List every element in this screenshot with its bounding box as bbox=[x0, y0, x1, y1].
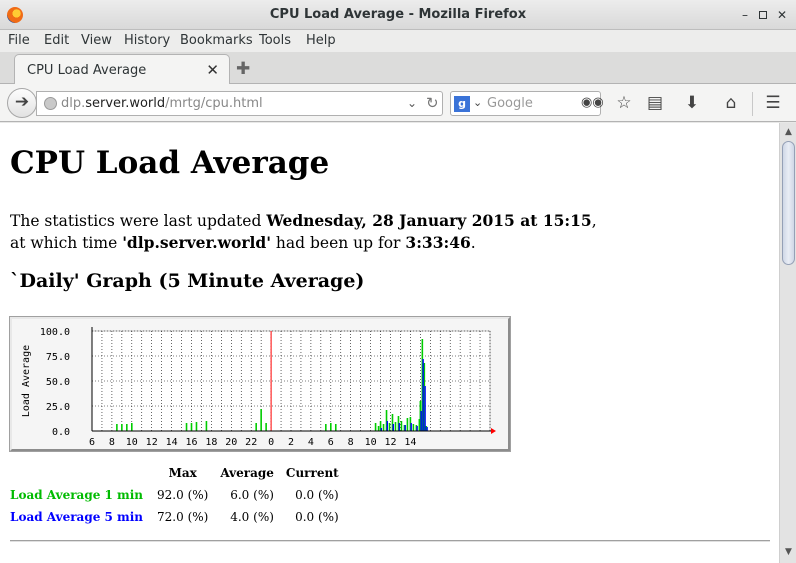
scroll-up-icon[interactable]: ▲ bbox=[785, 127, 792, 137]
x-tick-label: 16 bbox=[185, 437, 197, 448]
scroll-thumb[interactable] bbox=[782, 141, 795, 265]
menu-bookmarks[interactable]: Bookmarks bbox=[180, 33, 253, 48]
x-tick-label: 8 bbox=[109, 437, 115, 448]
menu-help[interactable]: Help bbox=[306, 33, 336, 48]
cell-current: 0.0 (%) bbox=[295, 488, 339, 502]
x-tick-label: 22 bbox=[245, 437, 257, 448]
chart-svg: 0.0 25.0 50.0 75.0 100.0 6 8 10 12 14 16 18 20 22 0 2 4 6… bbox=[21, 327, 496, 448]
stats-header-max: Max bbox=[168, 466, 197, 480]
window-title: CPU Load Average - Mozilla Firefox bbox=[269, 7, 527, 22]
x-tick-label: 12 bbox=[146, 437, 158, 448]
daily-graph: 0.0 25.0 50.0 75.0 100.0 6 8 10 12 14 16 18 20 22 0 2 4 6… bbox=[9, 316, 511, 452]
stats-header-label bbox=[10, 464, 157, 484]
menu-edit[interactable]: Edit bbox=[44, 33, 70, 48]
y-axis-label: Load Average bbox=[21, 345, 32, 417]
binoculars-icon[interactable]: ◉◉ bbox=[581, 95, 604, 110]
search-placeholder[interactable]: Google bbox=[487, 96, 533, 111]
home-icon[interactable]: ⌂ bbox=[725, 93, 737, 113]
menu-file[interactable]: File bbox=[8, 33, 30, 48]
tab-strip: CPU Load Average ✕ ✚ bbox=[0, 52, 796, 85]
page-content: CPU Load Average The statistics were las… bbox=[0, 123, 779, 563]
search-engine-icon[interactable]: g bbox=[454, 96, 470, 112]
vertical-scrollbar[interactable]: ▲ ▼ bbox=[779, 123, 796, 563]
y-tick-label: 50.0 bbox=[46, 377, 70, 388]
row-label: Load Average 1 min bbox=[10, 488, 144, 502]
row-label: Load Average 5 min bbox=[10, 510, 144, 524]
cell-current: 0.0 (%) bbox=[295, 510, 339, 524]
download-icon[interactable]: ⬇ bbox=[684, 93, 700, 113]
y-tick-label: 0.0 bbox=[52, 427, 70, 438]
x-tick-label: 6 bbox=[328, 437, 334, 448]
x-tick-label: 2 bbox=[288, 437, 294, 448]
scroll-down-icon[interactable]: ▼ bbox=[785, 547, 792, 557]
table-row: Load Average 1 min 92.0 (%) 6.0 (%) 0.0 … bbox=[10, 484, 351, 506]
x-tick-label: 0 bbox=[268, 437, 274, 448]
tab-label: CPU Load Average bbox=[27, 63, 147, 78]
globe-icon bbox=[44, 97, 57, 110]
x-tick-label: 18 bbox=[205, 437, 217, 448]
maximize-icon[interactable] bbox=[747, 6, 767, 24]
stats-header-current: Current bbox=[285, 466, 339, 480]
close-icon[interactable]: ✕ bbox=[776, 8, 788, 22]
x-tick-label: 14 bbox=[166, 437, 178, 448]
arrow-left-icon: ➔ bbox=[14, 92, 30, 112]
menu-tools[interactable]: Tools bbox=[259, 33, 292, 48]
reading-list-icon[interactable]: ▤ bbox=[646, 93, 664, 113]
x-tick-label: 20 bbox=[225, 437, 237, 448]
cell-max: 92.0 (%) bbox=[157, 488, 209, 502]
cell-max: 72.0 (%) bbox=[157, 510, 209, 524]
back-button[interactable]: ➔ bbox=[7, 88, 37, 118]
minimize-icon[interactable]: – bbox=[742, 8, 748, 22]
x-tick-label: 14 bbox=[404, 437, 416, 448]
x-tick-label: 4 bbox=[308, 437, 314, 448]
tab-cpu-load[interactable]: CPU Load Average ✕ bbox=[14, 54, 230, 85]
page-title: CPU Load Average bbox=[10, 145, 330, 181]
navigation-toolbar: dlp.server.world/mrtg/cpu.html ⌄ ↻ ➔ g ⌄… bbox=[0, 84, 796, 122]
chevron-down-icon[interactable]: ⌄ bbox=[407, 96, 418, 110]
x-tick-label: 6 bbox=[89, 437, 95, 448]
chevron-down-icon[interactable]: ⌄ bbox=[473, 96, 483, 109]
star-icon[interactable]: ☆ bbox=[616, 93, 632, 113]
firefox-icon bbox=[7, 7, 23, 23]
reload-icon[interactable]: ↻ bbox=[426, 94, 439, 112]
tab-close-icon[interactable]: ✕ bbox=[206, 61, 219, 79]
menu-history[interactable]: History bbox=[124, 33, 171, 48]
y-tick-label: 25.0 bbox=[46, 402, 70, 413]
stats-table: Max Average Current Load Average 1 min 9… bbox=[10, 464, 351, 528]
y-tick-label: 75.0 bbox=[46, 352, 70, 363]
x-tick-label: 10 bbox=[126, 437, 138, 448]
y-tick-label: 100.0 bbox=[40, 327, 70, 338]
x-tick-label: 10 bbox=[365, 437, 377, 448]
stats-header-avg: Average bbox=[220, 466, 274, 480]
menu-view[interactable]: View bbox=[81, 33, 112, 48]
cell-avg: 6.0 (%) bbox=[230, 488, 274, 502]
graph-heading: `Daily' Graph (5 Minute Average) bbox=[10, 270, 365, 292]
search-bar[interactable]: g ⌄ Google ◉◉ bbox=[450, 91, 604, 116]
new-tab-icon[interactable]: ✚ bbox=[236, 59, 251, 79]
update-info: The statistics were last updated Wednesd… bbox=[10, 211, 597, 252]
x-tick-label: 12 bbox=[384, 437, 396, 448]
url-text[interactable]: dlp.server.world/mrtg/cpu.html bbox=[61, 96, 263, 111]
menu-icon[interactable]: ☰ bbox=[765, 93, 781, 113]
divider bbox=[10, 540, 770, 542]
title-bar: CPU Load Average - Mozilla Firefox – ✕ bbox=[0, 0, 796, 30]
x-axis-arrow bbox=[491, 428, 496, 434]
cell-avg: 4.0 (%) bbox=[230, 510, 274, 524]
toolbar-separator bbox=[752, 92, 753, 116]
menu-bar: File Edit View History Bookmarks Tools H… bbox=[0, 30, 796, 52]
url-bar[interactable]: dlp.server.world/mrtg/cpu.html ⌄ ↻ bbox=[36, 91, 443, 116]
x-tick-label: 8 bbox=[348, 437, 354, 448]
table-row: Load Average 5 min 72.0 (%) 4.0 (%) 0.0 … bbox=[10, 506, 351, 528]
